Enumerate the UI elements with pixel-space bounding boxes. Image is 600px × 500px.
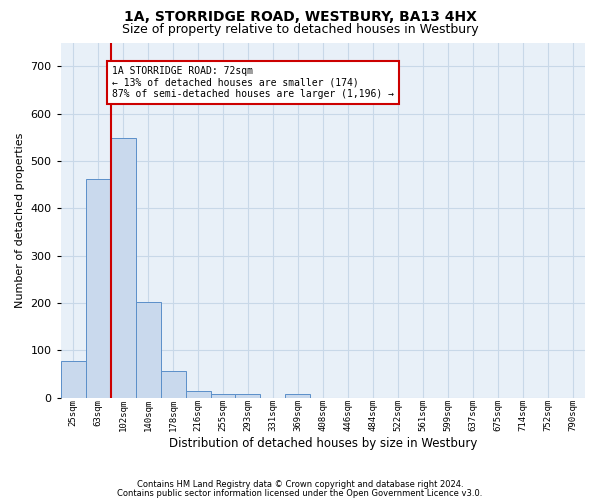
X-axis label: Distribution of detached houses by size in Westbury: Distribution of detached houses by size … xyxy=(169,437,477,450)
Bar xyxy=(185,391,211,398)
Bar xyxy=(286,394,310,398)
Text: 1A, STORRIDGE ROAD, WESTBURY, BA13 4HX: 1A, STORRIDGE ROAD, WESTBURY, BA13 4HX xyxy=(124,10,476,24)
Bar xyxy=(136,302,161,398)
Text: Contains HM Land Registry data © Crown copyright and database right 2024.: Contains HM Land Registry data © Crown c… xyxy=(137,480,463,489)
Bar xyxy=(86,179,110,398)
Y-axis label: Number of detached properties: Number of detached properties xyxy=(15,132,25,308)
Bar xyxy=(211,394,235,398)
Text: Size of property relative to detached houses in Westbury: Size of property relative to detached ho… xyxy=(122,22,478,36)
Bar xyxy=(110,138,136,398)
Bar xyxy=(61,361,86,398)
Text: Contains public sector information licensed under the Open Government Licence v3: Contains public sector information licen… xyxy=(118,488,482,498)
Bar xyxy=(161,371,185,398)
Bar xyxy=(235,394,260,398)
Text: 1A STORRIDGE ROAD: 72sqm
← 13% of detached houses are smaller (174)
87% of semi-: 1A STORRIDGE ROAD: 72sqm ← 13% of detach… xyxy=(112,66,394,100)
